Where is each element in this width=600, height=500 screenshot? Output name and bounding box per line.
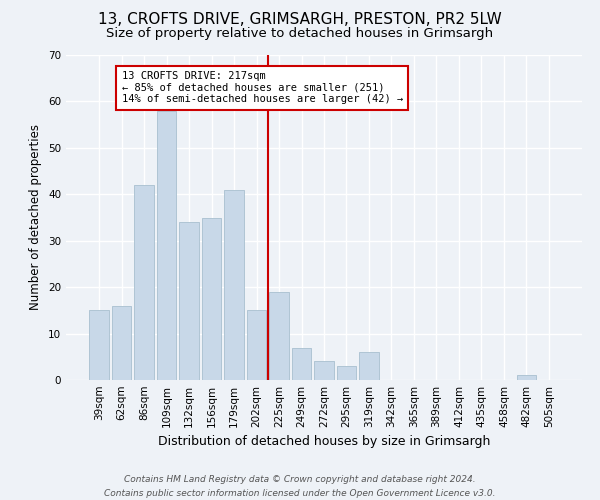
Bar — [247, 310, 266, 380]
Bar — [224, 190, 244, 380]
Bar — [112, 306, 131, 380]
Bar — [157, 110, 176, 380]
Text: Contains HM Land Registry data © Crown copyright and database right 2024.
Contai: Contains HM Land Registry data © Crown c… — [104, 476, 496, 498]
Bar — [359, 352, 379, 380]
Text: Size of property relative to detached houses in Grimsargh: Size of property relative to detached ho… — [106, 28, 494, 40]
Bar — [179, 222, 199, 380]
Text: 13, CROFTS DRIVE, GRIMSARGH, PRESTON, PR2 5LW: 13, CROFTS DRIVE, GRIMSARGH, PRESTON, PR… — [98, 12, 502, 28]
Bar — [269, 292, 289, 380]
Y-axis label: Number of detached properties: Number of detached properties — [29, 124, 43, 310]
Bar — [89, 310, 109, 380]
Bar — [292, 348, 311, 380]
Bar — [314, 362, 334, 380]
Bar — [517, 376, 536, 380]
X-axis label: Distribution of detached houses by size in Grimsargh: Distribution of detached houses by size … — [158, 436, 490, 448]
Bar — [337, 366, 356, 380]
Bar — [134, 185, 154, 380]
Text: 13 CROFTS DRIVE: 217sqm
← 85% of detached houses are smaller (251)
14% of semi-d: 13 CROFTS DRIVE: 217sqm ← 85% of detache… — [122, 72, 403, 104]
Bar — [202, 218, 221, 380]
